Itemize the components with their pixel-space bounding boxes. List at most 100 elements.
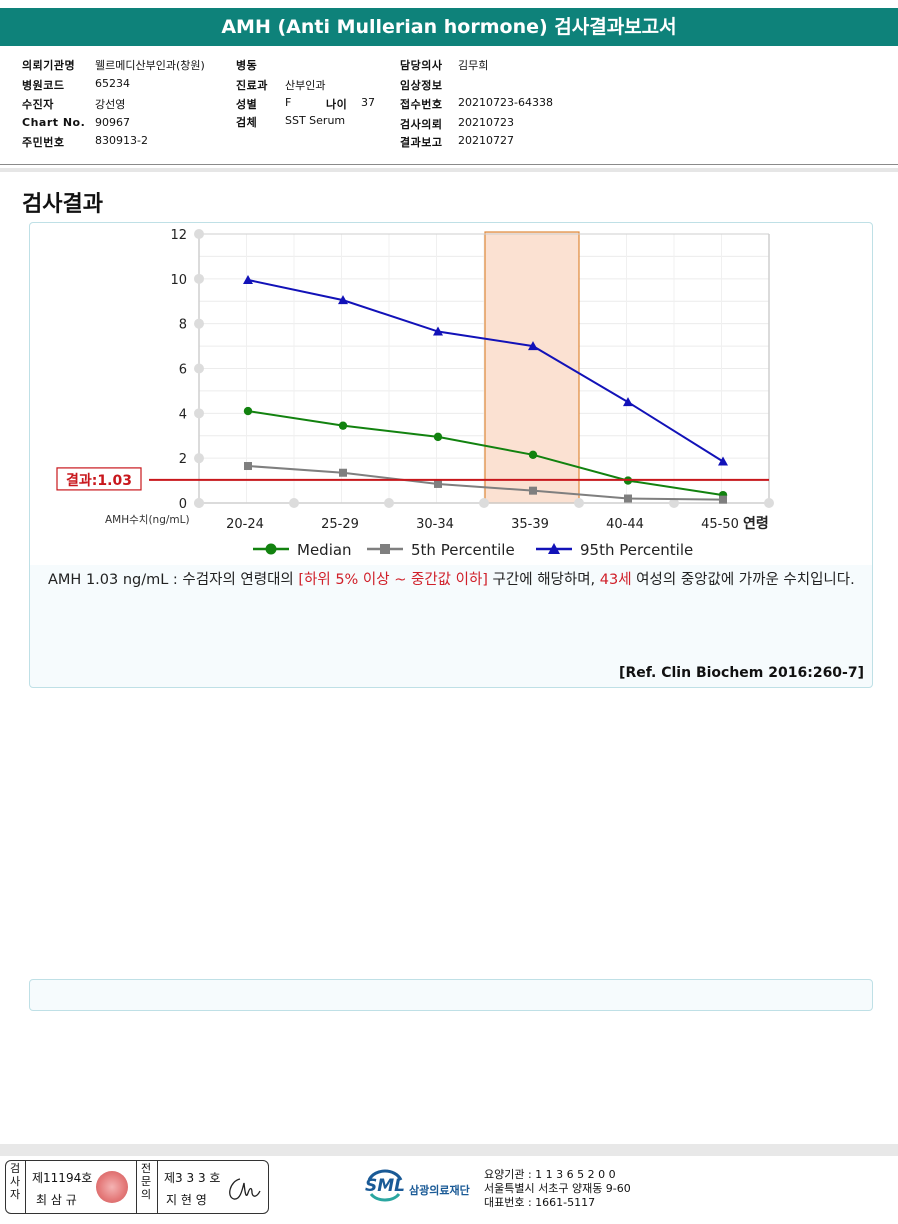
inspector-name: 최 삼 규	[36, 1193, 77, 1207]
desc-highlight-age: 43세	[599, 572, 632, 588]
data-point	[434, 479, 442, 488]
info-value-chart-no: 90967	[95, 116, 130, 129]
info-value-resident-no: 830913-2	[95, 134, 148, 147]
data-point	[528, 341, 538, 351]
legend-label: 5th Percentile	[411, 541, 515, 559]
legend-marker	[265, 543, 277, 555]
series-line	[247, 465, 724, 501]
seal-stamp-icon	[96, 1171, 128, 1203]
x-tick-label: 45-50	[701, 517, 739, 532]
x-tick-dot	[194, 498, 204, 508]
info-label-ward: 병동	[236, 59, 258, 72]
data-point	[718, 456, 728, 466]
desc-highlight-range: [하위 5% 이상 ~ 중간값 이하]	[298, 572, 488, 588]
specialist-license: 제3 3 3 호	[164, 1171, 221, 1185]
divider	[0, 168, 898, 172]
info-value-department: 산부인과	[285, 79, 326, 92]
data-point	[244, 462, 252, 471]
info-value-institution: 웰르메디산부인과(창원)	[95, 59, 205, 72]
info-label-department: 진료과	[236, 79, 268, 92]
info-label-report-date: 결과보고	[400, 136, 443, 149]
inspector-label: 검사자	[9, 1162, 21, 1201]
y-tick-label: 10	[170, 273, 187, 288]
info-label-sex: 성별	[236, 98, 258, 111]
info-value-receipt-no: 20210723-64338	[458, 96, 553, 109]
y-tick-label: 6	[179, 363, 187, 378]
y-axis-label: AMH수치(ng/mL)	[105, 514, 190, 526]
x-tick-dot	[669, 498, 679, 508]
x-tick-dot	[764, 498, 774, 508]
legend-label: 95th Percentile	[580, 541, 693, 559]
desc-text-1: AMH 1.03 ng/mL : 수검자의 연령대의	[48, 572, 299, 588]
divider	[0, 164, 898, 165]
info-label-specimen: 검체	[236, 116, 258, 129]
info-label-receipt-no: 접수번호	[400, 98, 443, 111]
x-tick-label: 25-29	[321, 517, 359, 532]
reference-citation: [Ref. Clin Biochem 2016:260-7]	[619, 665, 864, 681]
result-label-box	[56, 467, 142, 491]
y-tick-dot	[194, 229, 204, 239]
divider	[136, 1161, 137, 1213]
data-point	[433, 432, 443, 442]
desc-text-3: 여성의 중앙값에 가까운 수치입니다.	[631, 572, 855, 588]
y-tick-label: 8	[179, 318, 187, 333]
legend-label: Median	[297, 541, 352, 559]
legend-marker	[380, 544, 390, 554]
org-address: 서울특별시 서초구 양재동 9-60	[484, 1182, 631, 1195]
org-name: 삼광의료재단	[409, 1184, 470, 1197]
data-point	[338, 295, 348, 305]
x-tick-dot	[574, 498, 584, 508]
specialist-name: 지 현 영	[166, 1193, 207, 1207]
info-value-request-date: 20210723	[458, 116, 514, 129]
legend-marker	[548, 543, 560, 554]
x-tick-label: 40-44	[606, 517, 644, 532]
amh-chart: 0 2 4 6 8 10 12 20-24 25-29 30-34 35-39 40-44 45-50 연…	[56, 228, 774, 559]
info-value-doctor: 김무희	[458, 59, 489, 72]
data-point	[623, 397, 633, 407]
data-point	[339, 468, 347, 477]
org-phone: 대표번호 : 1661-5117	[484, 1196, 596, 1209]
x-tick-dot	[384, 498, 394, 508]
series-line	[247, 410, 724, 497]
info-label-age: 나이	[326, 98, 348, 111]
x-tick-label: 30-34	[416, 517, 454, 532]
x-axis-label: 연령	[743, 516, 769, 532]
info-label-request-date: 검사의뢰	[400, 118, 443, 131]
data-point	[624, 494, 632, 503]
y-tick-label: 2	[179, 452, 187, 467]
divider	[157, 1161, 158, 1213]
highlight-band	[484, 231, 580, 504]
empty-panel	[29, 979, 873, 1011]
result-panel: 0 2 4 6 8 10 12 20-24 25-29 30-34 35-39 40-44 45-50 연…	[29, 222, 873, 688]
section-title: 검사결과	[22, 192, 103, 217]
data-point	[243, 406, 253, 416]
y-tick-label: 4	[179, 407, 187, 422]
footer-divider	[0, 1144, 898, 1156]
signature-icon	[229, 1178, 261, 1200]
logo-text: SML	[365, 1176, 405, 1196]
org-code: 요양기관 : 1 1 3 6 5 2 0 0	[484, 1168, 616, 1181]
info-value-sex: F	[285, 96, 292, 109]
y-tick-dot	[194, 408, 204, 419]
y-tick-dot	[194, 318, 204, 329]
info-value-hospital-code: 65234	[95, 77, 130, 90]
data-point	[338, 421, 348, 430]
report-title: AMH (Anti Mullerian hormone) 검사결과보고서	[0, 8, 898, 46]
data-point	[528, 450, 538, 460]
result-description: AMH 1.03 ng/mL : 수검자의 연령대의 [하위 5% 이상 ~ 중…	[48, 569, 863, 591]
series-line	[247, 278, 724, 463]
signature-box: 검사자 제11194호 최 삼 규 전문의 제3 3 3 호 지 현 영	[5, 1160, 269, 1214]
y-tick-dot	[194, 453, 204, 464]
patient-info: 의뢰기관명 웰르메디산부인과(창원) 병원코드 65234 수진자 강선영 Ch…	[0, 55, 898, 165]
info-label-institution: 의뢰기관명	[22, 59, 76, 72]
org-details: 요양기관 : 1 1 3 6 5 2 0 0 서울특별시 서초구 양재동 9-6…	[484, 1168, 631, 1210]
y-tick-label: 0	[179, 497, 187, 512]
y-tick-label: 12	[170, 228, 187, 243]
data-point	[243, 274, 253, 284]
sml-logo-icon	[367, 1169, 403, 1202]
y-tick-dot	[194, 273, 204, 284]
result-label: 결과:1.03	[66, 472, 132, 489]
info-value-age: 37	[361, 96, 375, 109]
info-label-doctor: 담당의사	[400, 59, 443, 72]
x-tick-dot	[479, 498, 489, 508]
